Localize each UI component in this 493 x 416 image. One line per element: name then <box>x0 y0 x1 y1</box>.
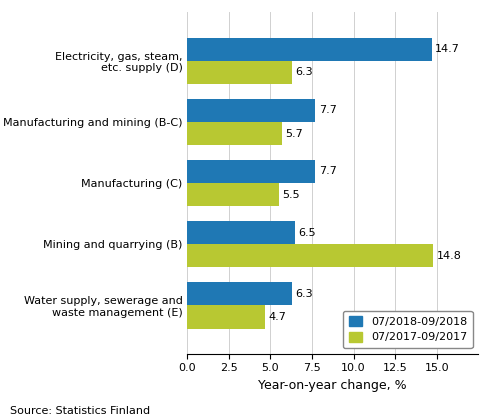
X-axis label: Year-on-year change, %: Year-on-year change, % <box>258 379 407 392</box>
Bar <box>187 61 292 84</box>
Text: 5.7: 5.7 <box>285 129 303 139</box>
Text: 6.5: 6.5 <box>299 228 317 238</box>
Text: 14.7: 14.7 <box>435 44 460 54</box>
Bar <box>187 99 316 122</box>
Text: 14.8: 14.8 <box>437 251 461 261</box>
Text: 7.7: 7.7 <box>318 105 337 115</box>
Bar <box>187 221 295 244</box>
Text: 4.7: 4.7 <box>269 312 286 322</box>
Text: 6.3: 6.3 <box>295 289 313 299</box>
Bar <box>187 160 316 183</box>
Bar <box>187 305 265 329</box>
Text: 7.7: 7.7 <box>318 166 337 176</box>
Bar <box>187 122 282 145</box>
Bar <box>187 282 292 305</box>
Legend: 07/2018-09/2018, 07/2017-09/2017: 07/2018-09/2018, 07/2017-09/2017 <box>343 311 473 348</box>
Text: Source: Statistics Finland: Source: Statistics Finland <box>10 406 150 416</box>
Bar <box>187 244 433 267</box>
Bar <box>187 37 432 61</box>
Text: 5.5: 5.5 <box>282 190 300 200</box>
Text: 6.3: 6.3 <box>295 67 313 77</box>
Bar <box>187 183 279 206</box>
